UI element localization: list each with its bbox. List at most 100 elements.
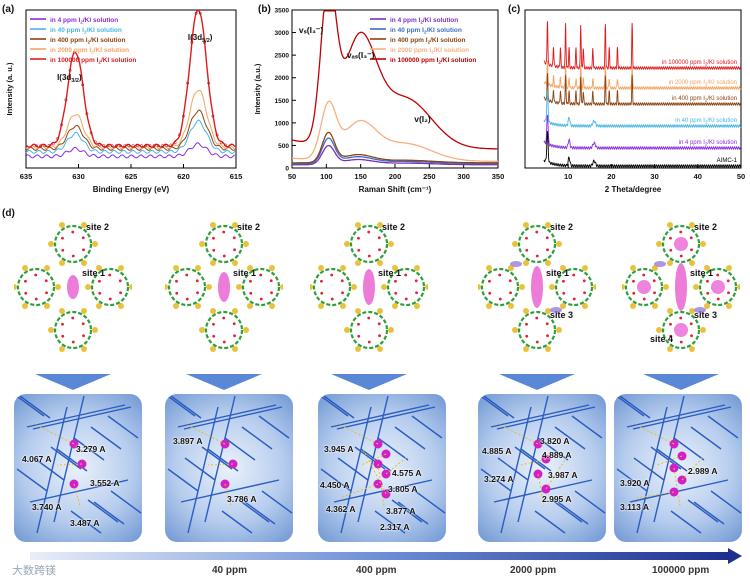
oxygen-atom xyxy=(357,236,360,240)
oxygen-atom xyxy=(341,291,344,295)
framework-bond xyxy=(656,448,688,472)
distance-label: 3.113 A xyxy=(620,502,649,512)
concentration-label: 40 ppm xyxy=(212,565,248,576)
closeup-drawing xyxy=(14,394,142,534)
oxygen-atom xyxy=(118,279,122,283)
data-point xyxy=(207,81,211,85)
oxygen-atom xyxy=(222,254,226,258)
oxygen-atom xyxy=(259,297,263,301)
data-point xyxy=(60,123,64,127)
oxygen-atom xyxy=(653,291,656,295)
atom-node xyxy=(630,303,636,310)
oxygen-atom xyxy=(249,291,253,295)
oxygen-atom xyxy=(357,334,361,338)
data-point xyxy=(64,98,68,102)
atom-node xyxy=(512,327,518,333)
distance-label: 4.575 A xyxy=(392,468,422,478)
zoom-arrow xyxy=(331,374,407,390)
contact-line xyxy=(207,463,234,466)
oxygen-atom xyxy=(679,254,683,258)
oxygen-atom xyxy=(394,279,397,283)
contact-line xyxy=(520,458,547,466)
series-line xyxy=(292,100,498,162)
peak-annotation: v(I₂) xyxy=(414,114,431,124)
data-point xyxy=(89,131,93,135)
atom-node xyxy=(582,264,588,271)
site-label: site 4 xyxy=(650,334,674,344)
atom-node xyxy=(355,221,361,228)
macrocycle-ring xyxy=(517,310,557,350)
x-tick-label: 350 xyxy=(492,172,504,181)
atom-node xyxy=(355,260,361,267)
series-label: in 2000 ppm I2/KI solution xyxy=(669,80,737,86)
atom-node xyxy=(269,303,275,310)
concentration-label: 100000 ppm xyxy=(652,565,710,576)
oxygen-atom xyxy=(378,248,381,252)
atom-node xyxy=(656,241,662,247)
framework-bond xyxy=(180,479,280,503)
oxygen-atom xyxy=(367,254,371,258)
framework-drawing xyxy=(619,221,743,353)
data-point xyxy=(144,144,148,148)
site-label: site 2 xyxy=(86,222,110,232)
distance-label: 3.945 A xyxy=(324,444,354,454)
y-axis-label: Intensity (a. u.) xyxy=(5,62,14,115)
series-line xyxy=(25,142,236,159)
data-point xyxy=(72,50,76,54)
site-label: site 2 xyxy=(550,222,574,232)
framework-bond xyxy=(571,415,603,439)
macrocycle-ring xyxy=(349,224,389,264)
macrocycle-ring xyxy=(204,224,244,264)
legend-entry: in 100000 ppm I2/KI solution xyxy=(50,57,136,65)
macrocycle-ring xyxy=(241,267,281,307)
framework-bond xyxy=(258,415,290,439)
x-tick-label: 250 xyxy=(423,172,436,181)
binding-site-closeup: 3.897 A 3.786 A xyxy=(165,394,293,542)
atom-node xyxy=(667,307,673,314)
oxygen-atom xyxy=(562,279,565,283)
x-tick-label: 150 xyxy=(354,172,367,181)
oxygen-atom xyxy=(632,279,635,283)
series-line xyxy=(25,9,236,149)
oxygen-atom xyxy=(679,340,683,344)
atom-node xyxy=(663,284,669,290)
framework-bond xyxy=(16,468,48,492)
pxrd-chart: 10 20 30 40 50 2 Theta/degree in 100000 ppm I2… xyxy=(524,9,745,194)
distance-label: 3.552 A xyxy=(90,478,120,488)
distance-label: 3.987 A xyxy=(548,470,578,480)
oxygen-atom xyxy=(185,297,189,301)
data-point xyxy=(114,144,118,148)
data-point xyxy=(169,143,173,147)
atom-node xyxy=(545,307,551,314)
framework-drawing xyxy=(11,221,135,353)
macrocycle-ring xyxy=(386,267,426,307)
atom-node xyxy=(545,346,551,353)
atom-node xyxy=(693,284,699,290)
oxygen-atom xyxy=(82,334,85,338)
oxygen-atom xyxy=(509,291,512,295)
framework-bond xyxy=(110,490,142,514)
site-label: site 3 xyxy=(550,310,574,320)
framework-bond xyxy=(73,437,105,461)
atom-node xyxy=(560,303,566,310)
distance-label: 3.740 A xyxy=(32,502,62,512)
macrocycle-ring xyxy=(204,310,244,350)
oxygen-atom xyxy=(404,297,408,301)
oxygen-atom xyxy=(669,334,673,338)
atom-node xyxy=(11,284,17,290)
data-point xyxy=(165,144,169,148)
oxygen-atom xyxy=(572,273,576,277)
distance-label: 2.989 A xyxy=(688,466,718,476)
y-tick-label: 1000 xyxy=(275,120,290,127)
closeup-drawing xyxy=(614,394,742,534)
contact-line xyxy=(673,467,681,507)
macrocycle-ring xyxy=(480,267,520,307)
oxygen-atom xyxy=(222,340,226,344)
data-point xyxy=(186,81,190,85)
framework-bond xyxy=(340,406,372,534)
framework-bond xyxy=(690,426,722,450)
oxygen-atom xyxy=(233,334,236,338)
oxygen-atom xyxy=(498,297,502,301)
framework-bond xyxy=(653,395,685,523)
atom-node xyxy=(55,284,61,290)
